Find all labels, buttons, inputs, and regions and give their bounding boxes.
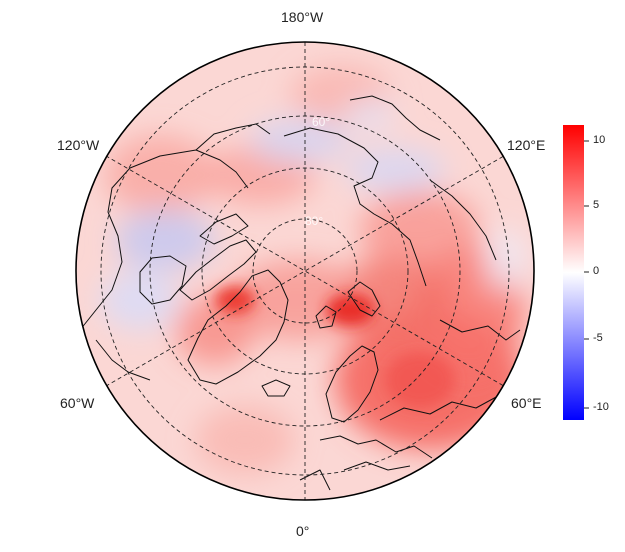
hudson-bay-outline — [139, 255, 187, 305]
novaya-zemlya-outline — [347, 281, 381, 317]
colorbar-ticks — [584, 140, 589, 409]
colorbar-tick-10: 10 — [593, 134, 606, 146]
colorbar-tick-minus-10: -10 — [593, 401, 609, 413]
lon-label-120w: 120°W — [57, 137, 100, 153]
colorbar-tick-0: 0 — [593, 265, 600, 277]
coastlines — [79, 95, 521, 491]
lon-label-180w: 180°W — [281, 9, 324, 25]
colorbar-tick-5: 5 — [593, 199, 600, 211]
alaska-coast — [195, 123, 271, 151]
canadian-archipelago-outline — [179, 239, 257, 301]
siberia-coast — [283, 127, 427, 287]
iceland-outline — [261, 379, 291, 397]
colorbar — [563, 125, 584, 420]
meridian-120e-60w — [106, 156, 504, 386]
europe-borders — [319, 435, 433, 459]
lon-label-60w: 60°W — [60, 395, 95, 411]
north-america-coast — [79, 149, 249, 331]
meridian-60e-120w — [106, 156, 504, 386]
svalbard-outline — [315, 305, 337, 329]
greenland-outline — [187, 269, 289, 385]
graticule — [100, 42, 510, 500]
latitude-label-60: 60° — [312, 115, 330, 129]
colorbar-tick-minus-5: -5 — [593, 332, 603, 344]
lon-label-120e: 120°E — [507, 137, 546, 153]
lon-label-0: 0° — [296, 523, 310, 539]
anomaly-field — [76, 42, 534, 500]
map-boundary — [75, 41, 535, 501]
latitude-circle-80 — [252, 218, 358, 324]
lon-label-60e: 60°E — [511, 395, 542, 411]
latitude-label-80: 80° — [305, 214, 323, 228]
scandinavia-outline — [325, 345, 379, 423]
